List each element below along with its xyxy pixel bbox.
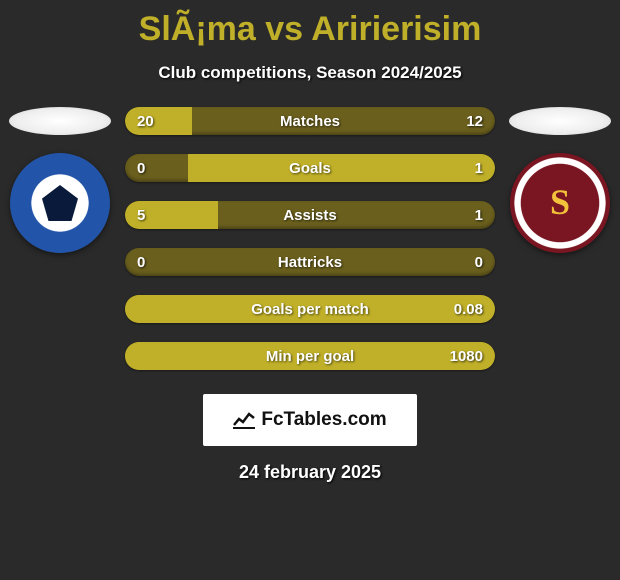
stat-row: 1080Min per goal [125,342,495,370]
left-flag-icon [9,107,111,135]
stat-row: 00Hattricks [125,248,495,276]
stat-label: Assists [125,201,495,229]
page-subtitle: Club competitions, Season 2024/2025 [0,63,620,83]
left-team-crest-icon [10,153,110,253]
stats-area: 2012Matches 01Goals 51Assists 00Hattricks 0.… [0,107,620,370]
watermark-text: FcTables.com [261,409,386,431]
watermark-badge: FcTables.com [203,394,417,446]
stat-row: 2012Matches [125,107,495,135]
right-team-crest-icon [510,153,610,253]
date-text: 24 february 2025 [0,462,620,483]
infographic-container: SlÃ¡ma vs Aririerisim Club competitions,… [0,0,620,580]
stat-rows: 2012Matches 01Goals 51Assists 00Hattricks 0.… [125,107,495,370]
left-team-column [0,107,120,253]
stat-label: Goals [125,154,495,182]
stat-label: Hattricks [125,248,495,276]
right-team-column [500,107,620,253]
page-title: SlÃ¡ma vs Aririerisim [0,0,620,49]
right-flag-icon [509,107,611,135]
stat-row: 51Assists [125,201,495,229]
watermark-chart-icon [233,411,255,429]
stat-label: Min per goal [125,342,495,370]
stat-row: 0.08Goals per match [125,295,495,323]
stat-label: Matches [125,107,495,135]
stat-row: 01Goals [125,154,495,182]
stat-label: Goals per match [125,295,495,323]
